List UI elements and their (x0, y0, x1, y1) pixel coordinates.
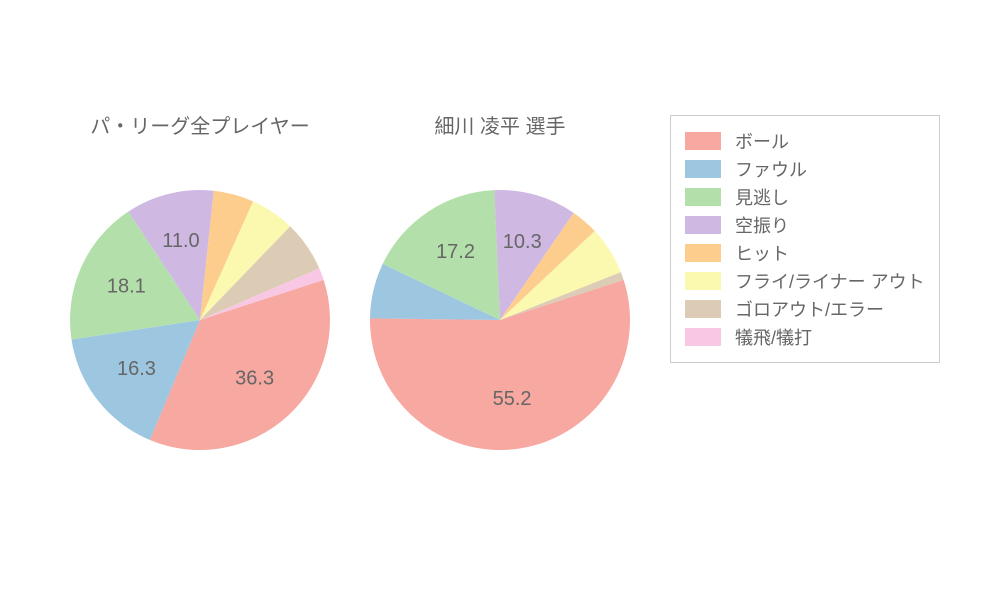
slice-label-swing: 11.0 (162, 230, 199, 252)
legend-label: ファウル (735, 156, 807, 182)
legend-item-flyout: フライ/ライナー アウト (685, 268, 925, 294)
legend-item-hit: ヒット (685, 240, 925, 266)
slice-label-looking: 18.1 (107, 276, 146, 298)
legend-item-swing: 空振り (685, 212, 925, 238)
legend-swatch-foul (685, 160, 721, 178)
legend-item-sacrifice: 犠飛/犠打 (685, 324, 925, 350)
legend-label: 犠飛/犠打 (735, 324, 812, 350)
legend-swatch-swing (685, 216, 721, 234)
legend-label: 見逃し (735, 184, 789, 210)
legend-swatch-flyout (685, 272, 721, 290)
slice-label-foul: 16.3 (117, 358, 156, 380)
chart-container: { "background_color": "#ffffff", "text_c… (0, 0, 1000, 600)
slice-label-ball: 55.2 (493, 388, 532, 410)
legend-swatch-groundout (685, 300, 721, 318)
legend-label: ゴロアウト/エラー (735, 296, 884, 322)
slice-label-looking: 17.2 (436, 241, 475, 263)
legend-label: ヒット (735, 240, 789, 266)
legend-swatch-ball (685, 132, 721, 150)
chart-title-1: 細川 凌平 選手 (370, 110, 630, 139)
legend: ボールファウル見逃し空振りヒットフライ/ライナー アウトゴロアウト/エラー犠飛/… (670, 115, 940, 363)
legend-item-ball: ボール (685, 128, 925, 154)
legend-item-looking: 見逃し (685, 184, 925, 210)
slice-label-swing: 10.3 (503, 231, 542, 253)
slice-label-ball: 36.3 (235, 368, 274, 390)
legend-swatch-looking (685, 188, 721, 206)
legend-label: 空振り (735, 212, 789, 238)
legend-item-groundout: ゴロアウト/エラー (685, 296, 925, 322)
legend-swatch-hit (685, 244, 721, 262)
legend-swatch-sacrifice (685, 328, 721, 346)
legend-item-foul: ファウル (685, 156, 925, 182)
legend-label: フライ/ライナー アウト (735, 268, 925, 294)
legend-label: ボール (735, 128, 789, 154)
chart-title-0: パ・リーグ全プレイヤー (70, 110, 330, 139)
